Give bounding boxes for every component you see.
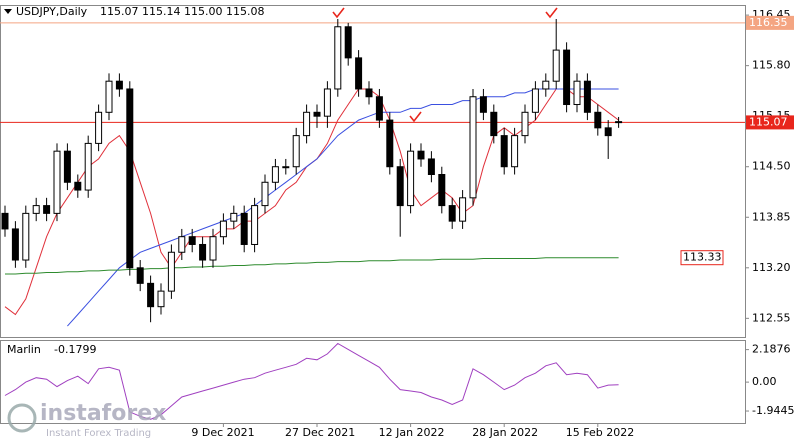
indicator-line	[4, 342, 619, 420]
level-label: 113.33	[683, 251, 722, 264]
candle-body	[573, 80, 581, 106]
candle-body	[1, 212, 9, 230]
watermark-logo	[7, 403, 37, 433]
candle-body	[459, 197, 467, 222]
candle-body	[563, 49, 571, 106]
candle-body	[365, 88, 373, 98]
candle-body	[271, 166, 279, 183]
candle-body	[292, 135, 300, 168]
candle-body	[615, 121, 623, 124]
menu-triangle	[4, 9, 12, 14]
candle-body	[604, 127, 612, 137]
moving-average	[5, 257, 619, 275]
candle-body	[95, 111, 103, 144]
candle-body	[230, 212, 238, 222]
candle-body	[84, 142, 92, 191]
candle-body	[438, 173, 446, 207]
candle-body	[199, 243, 207, 261]
watermark-tagline: Instant Forex Trading	[46, 428, 151, 439]
candle-body	[521, 111, 529, 137]
moving-average	[67, 88, 619, 327]
candle-body	[43, 205, 51, 214]
candle-body	[157, 290, 165, 308]
level-label: 116.35	[749, 16, 788, 29]
candle-body	[448, 205, 456, 222]
y-tick-label: 115.80	[752, 59, 791, 72]
y-tick-label: 0.00	[752, 375, 777, 388]
candle-body	[344, 26, 352, 59]
candle-body	[531, 88, 539, 113]
candle-body	[22, 212, 30, 261]
x-tick-label: 9 Dec 2021	[191, 426, 254, 439]
check-mark	[545, 7, 558, 19]
candle-body	[469, 96, 477, 199]
candle-body	[500, 135, 508, 168]
candle-body	[126, 88, 134, 269]
candle-body	[32, 205, 40, 214]
candle-body	[511, 135, 519, 168]
candle-body	[219, 220, 227, 238]
candle-body	[63, 150, 71, 183]
indicator-value: -0.1799	[54, 343, 96, 356]
y-tick-label: 113.85	[752, 210, 791, 223]
candle-body	[594, 111, 602, 129]
level-label-box	[680, 250, 724, 266]
candle-body	[261, 181, 269, 207]
main-panel-frame	[0, 5, 746, 338]
x-tick-label: 28 Jan 2022	[472, 426, 538, 439]
check-mark	[409, 111, 422, 123]
candle-body	[282, 166, 290, 169]
candle-body	[167, 251, 175, 292]
candle-body	[396, 166, 404, 207]
chart-header: 115.07 115.14 115.00 115.08	[100, 5, 264, 18]
candle-body	[74, 181, 82, 191]
y-tick-label: 114.50	[752, 160, 791, 173]
candle-body	[53, 150, 61, 214]
candle-body	[479, 96, 487, 113]
candle-body	[490, 111, 498, 137]
y-tick-label: 2.1876	[752, 343, 791, 356]
candle-body	[188, 236, 196, 245]
candle-body	[11, 228, 19, 261]
x-tick-label: 12 Jan 2022	[379, 426, 445, 439]
candle-body	[407, 150, 415, 207]
candle-body	[355, 57, 363, 90]
watermark: instaforex Instant Forex Trading	[7, 401, 166, 439]
candle-body	[251, 205, 259, 245]
indicator-title: Marlin	[7, 343, 41, 356]
level-label: 115.07	[749, 115, 788, 128]
candle-body	[147, 282, 155, 308]
candle-body	[313, 111, 321, 117]
level-label-box	[746, 15, 794, 30]
candle-body	[542, 80, 550, 90]
chart-title: USDJPY,Daily	[16, 5, 88, 18]
y-tick-label: 112.55	[752, 311, 791, 324]
candle-body	[552, 49, 560, 82]
x-tick-label: 15 Feb 2022	[566, 426, 634, 439]
level-label-box	[746, 115, 794, 130]
candle-body	[417, 150, 425, 160]
candle-body	[240, 212, 248, 245]
candle-body	[427, 158, 435, 175]
candle-body	[334, 26, 342, 90]
candle-body	[323, 88, 331, 117]
candle-body	[178, 236, 186, 253]
candle-body	[136, 267, 144, 284]
candle-body	[115, 80, 123, 90]
check-mark	[332, 7, 345, 19]
x-tick-label: 27 Dec 2021	[285, 426, 355, 439]
candle-body	[303, 111, 311, 137]
check-marks	[332, 7, 558, 123]
candle-body	[209, 236, 217, 261]
y-tick-label: 113.20	[752, 261, 791, 274]
watermark-brand: instaforex	[40, 401, 166, 426]
y-tick-label: -1.9445	[752, 404, 794, 417]
candle-body	[375, 96, 383, 121]
candle-body	[386, 119, 394, 168]
candle-body	[583, 80, 591, 113]
candle-body	[105, 80, 113, 113]
